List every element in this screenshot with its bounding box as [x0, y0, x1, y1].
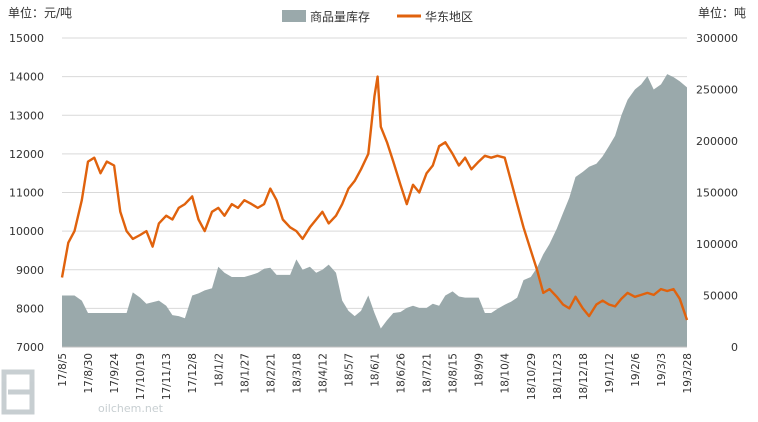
right-tick-label: 200000: [696, 135, 738, 148]
east-china-price-line: [60, 75, 689, 321]
watermark: oilchem.net: [1, 369, 164, 415]
right-tick-label: 100000: [696, 238, 738, 251]
right-tick-label: 150000: [696, 187, 738, 200]
left-axis-ticks: 7000 8000 9000 10000 11000 12000 13000 14000 150…: [9, 32, 44, 354]
left-axis-unit: 单位：元/吨: [8, 5, 72, 20]
x-tick-label: 18/6/1: [370, 353, 382, 387]
x-tick-label: 17/10/19: [135, 353, 147, 400]
inventory-area-series: [62, 74, 687, 347]
x-tick-label: 18/11/23: [552, 353, 564, 400]
x-tick-label: 18/6/26: [396, 353, 408, 394]
x-tick-label: 17/8/30: [83, 353, 95, 393]
x-tick-label: 18/2/21: [265, 353, 277, 393]
watermark-text: oilchem.net: [98, 402, 164, 415]
x-tick-label: 18/1/2: [213, 353, 225, 387]
left-tick-label: 12000: [9, 148, 44, 161]
x-tick-label: 17/12/8: [187, 353, 199, 393]
x-tick-label: 18/4/12: [317, 353, 329, 393]
x-tick-label: 17/11/13: [161, 353, 173, 400]
x-tick-label: 19/3/28: [682, 353, 694, 393]
legend: 商品量库存 华东地区: [282, 9, 473, 24]
legend-label-east-china: 华东地区: [425, 10, 473, 24]
x-tick-label: 17/9/24: [109, 353, 121, 394]
legend-label-inventory: 商品量库存: [310, 9, 370, 24]
right-tick-label: 250000: [696, 84, 738, 97]
left-tick-label: 9000: [16, 264, 44, 277]
x-axis-ticks: 17/8/5 17/8/30 17/9/24 17/10/19 17/11/13 17/1…: [57, 353, 694, 400]
x-tick-label: 17/8/5: [57, 353, 69, 387]
east-china-price-series: [60, 75, 689, 321]
left-tick-label: 7000: [16, 341, 44, 354]
x-tick-label: 18/5/7: [343, 353, 355, 387]
right-axis-unit: 单位：吨: [698, 5, 746, 20]
x-tick-label: 18/12/18: [578, 353, 590, 400]
right-axis-ticks: 0 50000 100000 150000 200000 250000 300000: [696, 32, 738, 354]
right-tick-label: 300000: [696, 32, 738, 45]
x-tick-label: 18/10/29: [526, 353, 538, 400]
left-tick-label: 10000: [9, 225, 44, 238]
left-tick-label: 11000: [9, 187, 44, 200]
x-tick-label: 18/9/9: [474, 353, 486, 387]
inventory-area: [62, 74, 687, 347]
left-tick-label: 15000: [9, 32, 44, 45]
right-tick-label: 0: [731, 341, 738, 354]
x-tick-label: 18/10/4: [500, 353, 512, 394]
grid-lines: [62, 37, 687, 309]
x-tick-label: 18/7/21: [422, 353, 434, 393]
legend-swatch-inventory: [282, 10, 306, 22]
right-tick-label: 50000: [703, 290, 738, 303]
left-tick-label: 13000: [9, 109, 44, 122]
x-tick-label: 19/1/12: [604, 353, 616, 393]
left-tick-label: 14000: [9, 71, 44, 84]
x-tick-label: 18/1/27: [239, 353, 251, 393]
x-tick-label: 18/3/18: [291, 353, 303, 393]
x-tick-label: 19/2/6: [630, 353, 642, 387]
x-tick-label: 18/8/15: [448, 353, 460, 393]
left-tick-label: 8000: [16, 302, 44, 315]
watermark-logo-icon: [1, 369, 35, 415]
x-tick-label: 19/3/3: [656, 353, 668, 387]
